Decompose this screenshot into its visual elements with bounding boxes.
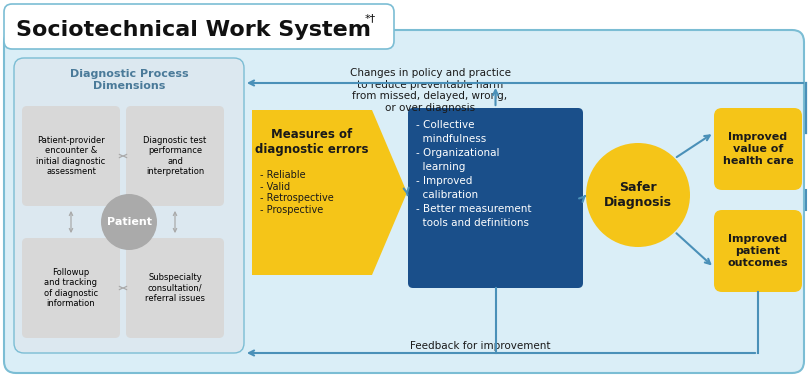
FancyBboxPatch shape bbox=[126, 238, 224, 338]
FancyBboxPatch shape bbox=[14, 58, 244, 353]
Text: - Collective
  mindfulness
- Organizational
  learning
- Improved
  calibration
: - Collective mindfulness - Organizationa… bbox=[416, 120, 531, 228]
FancyBboxPatch shape bbox=[4, 4, 394, 49]
Circle shape bbox=[586, 143, 690, 247]
Text: Patient-provider
encounter &
initial diagnostic
assessment: Patient-provider encounter & initial dia… bbox=[36, 136, 105, 176]
FancyBboxPatch shape bbox=[126, 106, 224, 206]
Text: Followup
and tracking
of diagnostic
information: Followup and tracking of diagnostic info… bbox=[44, 268, 98, 308]
Text: Measures of
diagnostic errors: Measures of diagnostic errors bbox=[255, 128, 369, 156]
Text: Improved
value of
health care: Improved value of health care bbox=[723, 133, 793, 166]
Text: - Reliable
- Valid
- Retrospective
- Prospective: - Reliable - Valid - Retrospective - Pro… bbox=[260, 170, 334, 215]
FancyBboxPatch shape bbox=[408, 108, 583, 288]
Text: Safer
Diagnosis: Safer Diagnosis bbox=[604, 181, 672, 209]
Text: Diagnostic Process
Dimensions: Diagnostic Process Dimensions bbox=[70, 69, 188, 91]
Text: Patient: Patient bbox=[106, 217, 151, 227]
FancyBboxPatch shape bbox=[22, 106, 120, 206]
Polygon shape bbox=[252, 110, 407, 275]
Circle shape bbox=[101, 194, 157, 250]
FancyBboxPatch shape bbox=[714, 108, 802, 190]
Text: Feedback for improvement: Feedback for improvement bbox=[410, 341, 550, 351]
Text: Diagnostic test
performance
and
interpretation: Diagnostic test performance and interpre… bbox=[143, 136, 207, 176]
FancyBboxPatch shape bbox=[714, 210, 802, 292]
FancyBboxPatch shape bbox=[22, 238, 120, 338]
Text: Subspecialty
consultation/
referral issues: Subspecialty consultation/ referral issu… bbox=[145, 273, 205, 303]
Text: Changes in policy and practice
to reduce preventable harm
from missed, delayed, : Changes in policy and practice to reduce… bbox=[349, 68, 510, 113]
FancyBboxPatch shape bbox=[4, 30, 804, 373]
Text: *†: *† bbox=[364, 13, 376, 23]
Text: Improved
patient
outcomes: Improved patient outcomes bbox=[727, 234, 788, 267]
Text: Sociotechnical Work System: Sociotechnical Work System bbox=[16, 20, 371, 40]
